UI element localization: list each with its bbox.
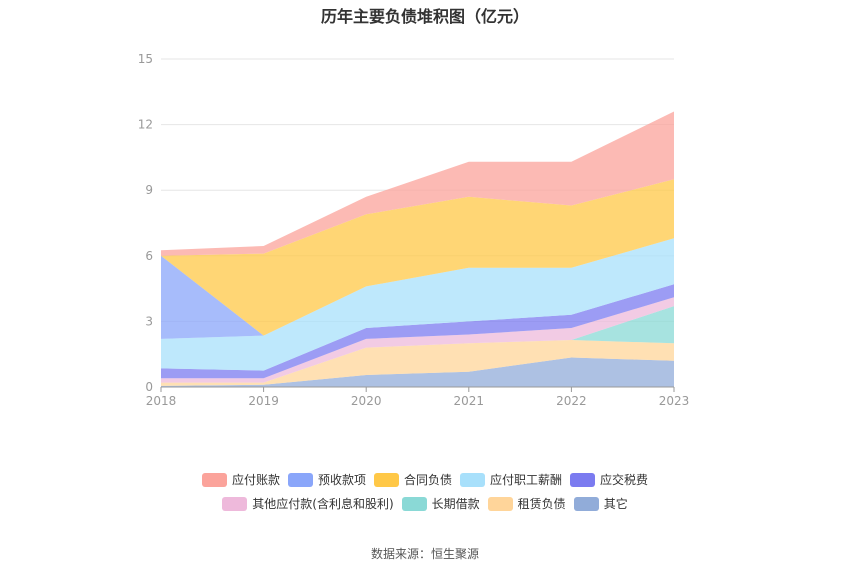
data-source-note: 数据来源：恒生聚源 <box>370 547 479 561</box>
legend: 应付账款 预收款项 合同负债 应付职工薪酬 应交税费 其他应付款(含利息和股利) 长期借款… <box>0 471 850 519</box>
area-series-应交税费 <box>161 284 674 379</box>
legend-swatch <box>573 496 599 511</box>
legend-label: 长期借款 <box>431 497 480 511</box>
legend-row-1: 应付账款 预收款项 合同负债 应付职工薪酬 应交税费 <box>0 471 850 488</box>
legend-item[interactable]: 其他应付款(含利息和股利) <box>222 495 394 512</box>
y-tick-label: 0 <box>145 380 153 394</box>
legend-item[interactable]: 应付账款 <box>201 471 280 488</box>
area-series-其他应付款(含利息和股利) <box>161 297 674 383</box>
legend-swatch <box>287 472 313 487</box>
area-series-其它 <box>161 357 674 387</box>
area-series-租赁负债 <box>161 340 674 386</box>
y-tick-label: 6 <box>145 249 153 263</box>
area-series <box>161 111 674 387</box>
area-series-预收款项 <box>161 238 674 339</box>
legend-item[interactable]: 应付职工薪酬 <box>460 471 562 488</box>
chart-title: 历年主要负债堆积图（亿元） <box>320 7 529 26</box>
axes: 0 3 6 9 12 15 2018 2019 2020 2021 2022 2023 <box>138 52 690 408</box>
legend-label: 应付职工薪酬 <box>490 473 563 487</box>
stacked-area-chart: 0 3 6 9 12 15 2018 2019 2020 2021 2022 2023 <box>138 52 690 408</box>
legend-label: 合同负债 <box>403 473 452 487</box>
y-tick-label: 9 <box>145 183 153 197</box>
legend-item[interactable]: 预收款项 <box>287 471 366 488</box>
x-tick-label: 2019 <box>248 394 279 408</box>
y-tick-label: 12 <box>138 118 153 132</box>
legend-item[interactable]: 其它 <box>573 495 628 512</box>
legend-swatch <box>460 472 485 487</box>
legend-swatch <box>201 472 227 487</box>
x-tick-label: 2022 <box>556 394 587 408</box>
area-series-合同负债 <box>161 179 674 336</box>
area-series-应付账款 <box>161 111 674 256</box>
x-tick-label: 2023 <box>659 394 690 408</box>
legend-item[interactable]: 应交税费 <box>570 471 648 488</box>
x-tick-label: 2018 <box>146 394 177 408</box>
x-tick-label: 2021 <box>454 394 485 408</box>
area-series-应付职工薪酬 <box>161 238 674 371</box>
legend-row-2: 其他应付款(含利息和股利) 长期借款 租赁负债 其它 <box>0 495 850 512</box>
legend-item[interactable]: 合同负债 <box>373 471 452 488</box>
legend-swatch <box>222 496 248 511</box>
legend-label: 应交税费 <box>600 473 649 487</box>
legend-label: 租赁负债 <box>517 497 566 511</box>
legend-swatch <box>373 472 399 487</box>
legend-item[interactable]: 租赁负债 <box>487 495 566 512</box>
legend-swatch <box>487 496 513 511</box>
legend-label: 应付账款 <box>231 473 280 487</box>
legend-label: 其他应付款(含利息和股利) <box>252 497 394 511</box>
legend-label: 其它 <box>603 497 628 511</box>
x-tick-label: 2020 <box>351 394 382 408</box>
legend-item[interactable]: 长期借款 <box>401 495 480 512</box>
y-tick-label: 15 <box>138 52 153 66</box>
legend-swatch <box>401 496 427 511</box>
legend-label: 预收款项 <box>317 473 366 487</box>
legend-swatch <box>570 472 596 487</box>
y-tick-label: 3 <box>145 314 153 328</box>
